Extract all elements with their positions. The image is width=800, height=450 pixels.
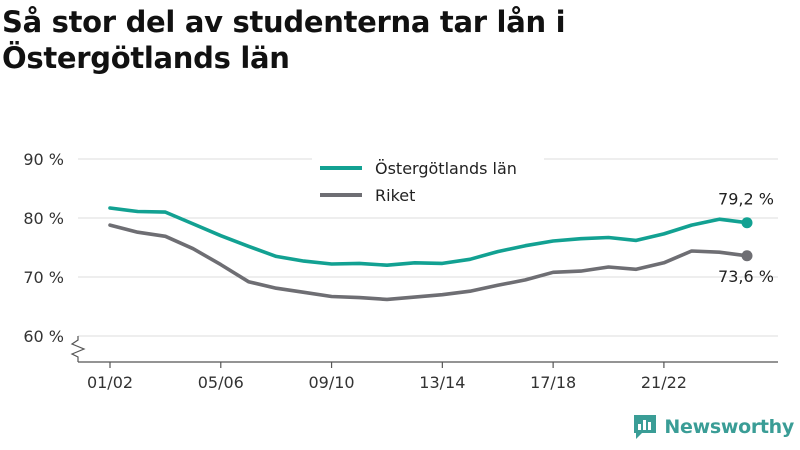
series-end-point [741, 250, 753, 262]
newsworthy-logo: Newsworthy [632, 412, 794, 442]
x-tick-label: 17/18 [530, 373, 576, 392]
y-tick-label: 90 % [23, 150, 64, 169]
legend-background [312, 152, 544, 210]
series-lines [108, 206, 753, 302]
y-tick-label: 70 % [23, 268, 64, 287]
series-end-point [741, 217, 753, 229]
x-tick-label: 05/06 [198, 373, 244, 392]
bar-chart-logo-icon [634, 415, 657, 439]
x-tick-label: 01/02 [87, 373, 133, 392]
chart-title: Så stor del av studenterna tar lån i Öst… [2, 5, 566, 75]
brand-name: Newsworthy [664, 416, 794, 438]
y-tick-label: 60 % [23, 327, 64, 346]
end-value-label: 73,6 % [718, 267, 774, 286]
legend-label: Östergötlands län [375, 159, 517, 178]
end-value-label: 79,2 % [718, 190, 774, 209]
series-line-ostergotland [108, 206, 749, 267]
end-labels: 79,2 % 73,6 % [718, 190, 774, 286]
y-axis: 60 % 70 % 80 % 90 % [23, 150, 64, 346]
axis-break-icon [70, 336, 86, 362]
x-axis: 01/02 05/06 09/10 13/14 17/18 21/22 [70, 336, 778, 392]
legend: Östergötlands län Riket [312, 152, 544, 210]
y-tick-label: 80 % [23, 209, 64, 228]
legend-label: Riket [375, 186, 415, 205]
x-tick-label: 09/10 [309, 373, 355, 392]
series-line-riket [108, 223, 749, 302]
x-tick-label: 21/22 [641, 373, 687, 392]
x-tick-label: 13/14 [419, 373, 465, 392]
